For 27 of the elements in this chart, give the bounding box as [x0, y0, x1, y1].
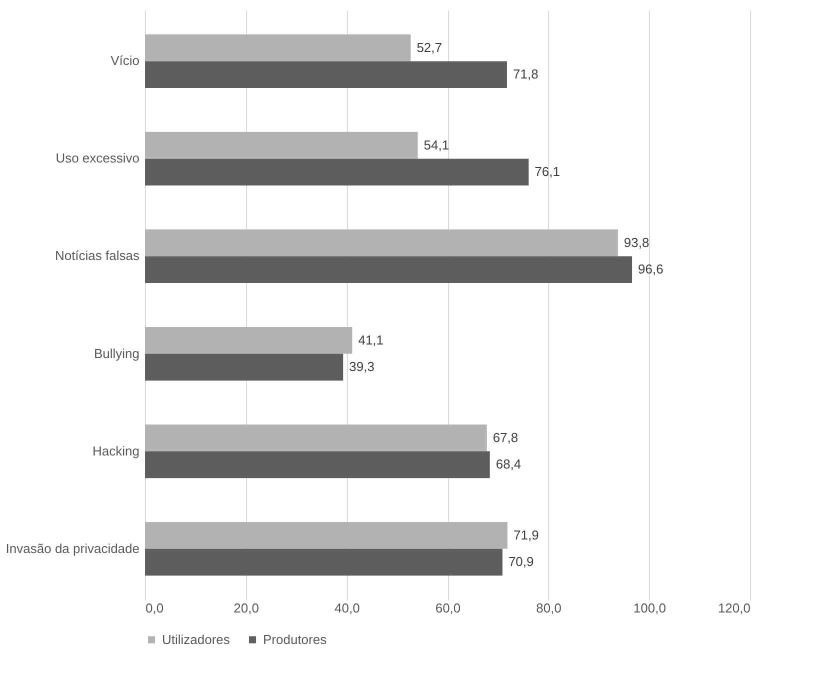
- y-tick-label: Vício: [110, 53, 140, 68]
- x-tick-label: 60,0: [435, 600, 461, 616]
- y-tick-label: Uso excessivo: [56, 150, 140, 166]
- data-label: 39,3: [349, 359, 374, 374]
- x-tick-label: 80,0: [536, 600, 562, 616]
- data-label: 67,8: [492, 430, 518, 445]
- data-label: 68,4: [496, 456, 522, 472]
- data-label: 76,1: [534, 164, 560, 180]
- data-label: 71,8: [512, 66, 538, 82]
- data-label: 93,8: [624, 234, 650, 250]
- data-label: 41,1: [358, 332, 384, 348]
- y-tick-label: Hacking: [92, 443, 140, 458]
- data-label: 70,9: [508, 554, 534, 570]
- x-tick-label: 0,0: [146, 600, 164, 616]
- y-tick-label: Invasão da privacidade: [6, 540, 140, 556]
- x-tick-label: 40,0: [334, 600, 360, 616]
- x-tick-label: 20,0: [234, 600, 259, 616]
- y-tick-label: Bullying: [94, 346, 140, 361]
- data-label: 96,6: [638, 262, 664, 277]
- data-label: 54,1: [424, 137, 450, 152]
- data-label: 71,9: [513, 527, 539, 542]
- legend-label: Produtores: [263, 632, 328, 647]
- data-label: 52,7: [416, 40, 442, 55]
- x-tick-label: 120,0: [718, 600, 750, 616]
- x-tick-label: 100,0: [633, 600, 666, 616]
- y-tick-label: Notícias falsas: [54, 248, 140, 264]
- legend-label: Utilizadores: [162, 632, 230, 647]
